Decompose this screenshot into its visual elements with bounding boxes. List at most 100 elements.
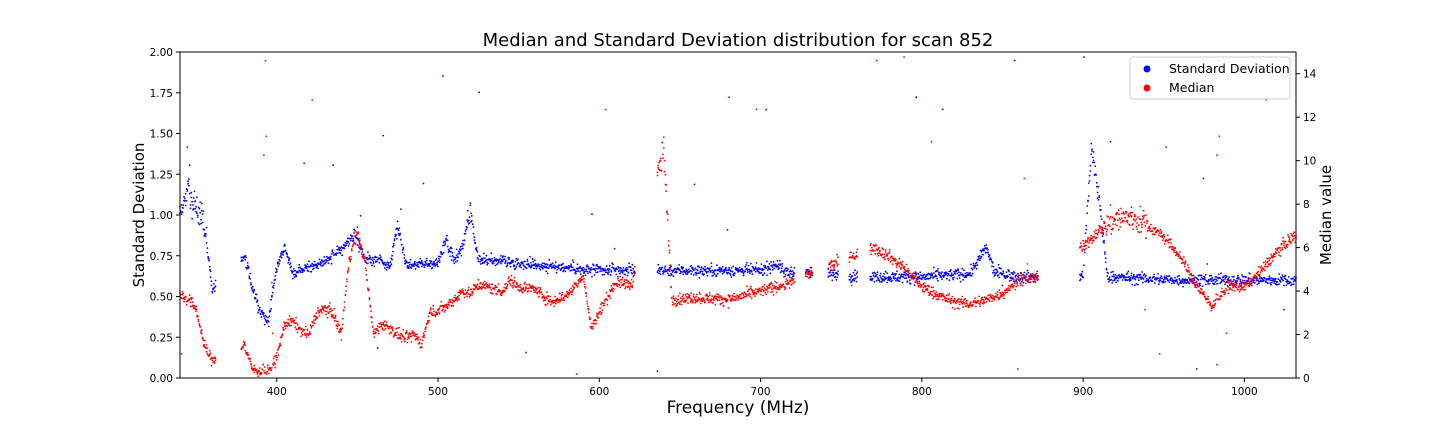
median-point xyxy=(247,353,250,356)
median-point xyxy=(1254,275,1257,277)
std-point xyxy=(367,258,370,261)
std-point xyxy=(622,266,625,269)
median-point xyxy=(1277,247,1280,249)
std-point xyxy=(576,263,579,266)
median-point xyxy=(1282,236,1284,239)
median-point xyxy=(277,348,280,350)
median-point xyxy=(830,259,833,262)
std-point xyxy=(373,265,376,268)
std-point xyxy=(787,268,789,270)
median-point xyxy=(587,305,589,308)
std-point xyxy=(183,200,186,202)
std-point xyxy=(1084,232,1087,235)
median-point xyxy=(490,292,493,294)
median-point xyxy=(438,307,441,310)
std-point xyxy=(330,262,333,265)
std-point xyxy=(1013,59,1016,62)
median-point xyxy=(261,368,264,371)
std-point xyxy=(594,269,597,272)
std-point xyxy=(264,314,267,317)
std-point xyxy=(469,204,472,207)
std-point xyxy=(937,279,939,282)
median-point xyxy=(516,283,518,286)
median-point xyxy=(328,311,331,313)
median-point xyxy=(1137,230,1139,233)
std-point xyxy=(1280,276,1283,279)
median-point xyxy=(587,308,590,311)
std-point xyxy=(1110,278,1113,281)
median-point xyxy=(690,292,693,295)
median-point xyxy=(703,299,705,301)
median-point xyxy=(253,371,256,374)
std-point xyxy=(387,266,389,269)
std-point xyxy=(198,207,201,210)
std-point xyxy=(1083,248,1086,251)
std-point xyxy=(1164,280,1167,283)
std-point xyxy=(1168,275,1171,277)
median-point xyxy=(456,299,459,302)
median-point xyxy=(1114,223,1117,226)
std-point xyxy=(882,278,884,281)
median-point xyxy=(769,283,772,286)
median-point xyxy=(758,288,761,291)
std-point xyxy=(289,262,292,264)
median-point xyxy=(968,305,971,308)
median-point xyxy=(474,288,476,291)
median-point xyxy=(1227,292,1230,295)
std-point xyxy=(729,274,732,276)
median-point xyxy=(307,334,310,337)
std-point xyxy=(494,264,497,267)
std-point xyxy=(182,204,185,207)
median-point xyxy=(1019,282,1022,285)
std-point xyxy=(403,254,406,256)
std-point xyxy=(555,271,558,274)
std-point xyxy=(907,273,909,276)
std-point xyxy=(1266,279,1268,281)
std-point xyxy=(610,270,613,272)
std-point xyxy=(664,268,667,271)
median-point xyxy=(294,322,297,325)
std-point xyxy=(667,268,670,271)
median-point xyxy=(1144,308,1147,311)
median-point xyxy=(346,278,348,280)
median-point xyxy=(312,324,314,327)
median-point xyxy=(1268,259,1271,262)
std-point xyxy=(940,272,943,275)
median-point xyxy=(924,284,926,287)
median-point xyxy=(290,324,293,327)
median-point xyxy=(734,299,737,302)
y-left-tick-label: 0.00 xyxy=(150,373,173,385)
median-point xyxy=(718,296,721,299)
median-point xyxy=(888,251,891,253)
median-point xyxy=(432,304,435,307)
median-point xyxy=(308,331,311,333)
median-point xyxy=(196,314,199,317)
std-point xyxy=(322,263,325,266)
median-point xyxy=(684,300,687,303)
median-point xyxy=(714,303,717,306)
median-point xyxy=(406,341,409,344)
median-point xyxy=(937,293,939,296)
std-point xyxy=(1195,277,1198,279)
median-point xyxy=(344,293,347,296)
median-point xyxy=(1119,219,1122,221)
median-point xyxy=(546,302,549,305)
median-point xyxy=(379,322,382,324)
median-point xyxy=(417,339,419,341)
median-point xyxy=(808,269,810,271)
median-point xyxy=(563,299,566,302)
std-point xyxy=(1143,273,1146,275)
std-point xyxy=(203,234,206,237)
median-point xyxy=(927,291,930,294)
median-point xyxy=(385,321,388,323)
median-point xyxy=(899,261,901,264)
std-point xyxy=(505,265,508,268)
median-point xyxy=(680,300,683,303)
median-point xyxy=(512,281,515,284)
median-point xyxy=(721,296,723,298)
median-point xyxy=(427,321,430,324)
std-point xyxy=(1081,270,1084,273)
std-point xyxy=(730,267,733,269)
median-point xyxy=(206,352,209,355)
std-point xyxy=(1263,276,1266,279)
